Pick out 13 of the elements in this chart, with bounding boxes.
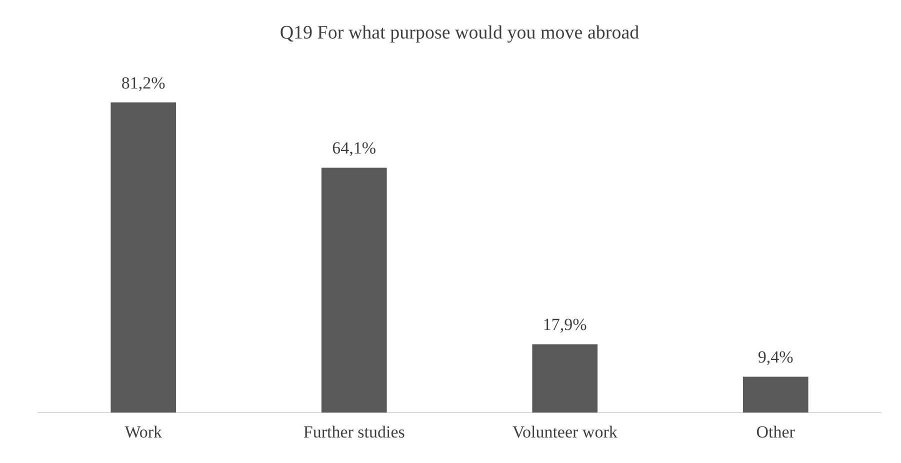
x-tick-label: Volunteer work [512,422,618,442]
data-label: 9,4% [758,348,794,367]
data-label: 17,9% [542,315,587,334]
x-tick-label: Other [756,422,796,442]
bar [110,102,176,413]
x-tick-label: Further studies [303,422,405,442]
bar [532,344,598,413]
chart-title: Q19 For what purpose would you move abroad [280,22,640,44]
data-label: 64,1% [332,138,376,158]
data-label: 81,2% [121,73,166,92]
bar [321,168,387,413]
x-tick-label: Work [124,422,163,442]
bar [742,376,808,413]
